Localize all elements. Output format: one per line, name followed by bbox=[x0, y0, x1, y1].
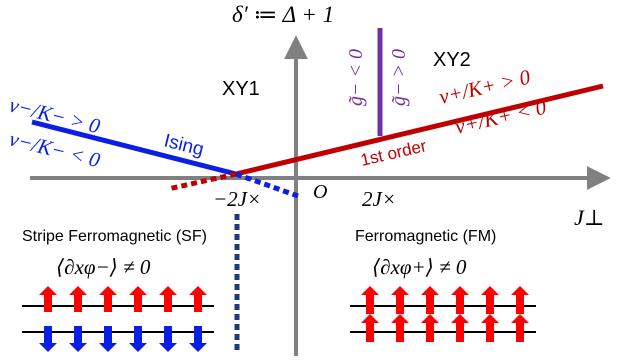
tick-minus-2jx: −2J× bbox=[213, 187, 261, 211]
spin-up-arrow bbox=[421, 314, 439, 342]
tick-2jx: 2J× bbox=[362, 187, 396, 211]
fm-spin-chains bbox=[350, 286, 536, 342]
fm-order-parameter: ⟨∂xφ+⟩ ≠ 0 bbox=[372, 255, 467, 279]
first-order-line bbox=[235, 83, 604, 177]
spin-up-arrow bbox=[391, 286, 409, 314]
spin-up-arrow bbox=[511, 314, 529, 342]
g-minus-negative-label: g̃− < 0 bbox=[345, 49, 367, 106]
spin-up-arrow bbox=[421, 286, 439, 314]
x-axis-label: J⊥ bbox=[574, 205, 604, 230]
y-axis-label: δ′ ≔ Δ + 1 bbox=[232, 2, 334, 27]
spin-up-arrow bbox=[391, 314, 409, 342]
sf-order-parameter: ⟨∂xφ−⟩ ≠ 0 bbox=[56, 255, 151, 279]
spin-up-arrow bbox=[481, 314, 499, 342]
spin-up-arrow bbox=[451, 314, 469, 342]
spin-up-arrow bbox=[481, 286, 499, 314]
ising-extension-dotted-line bbox=[235, 171, 299, 199]
spin-down-arrow bbox=[69, 326, 87, 352]
ising-line bbox=[31, 119, 237, 177]
origin-label: O bbox=[313, 181, 327, 203]
spin-up-arrow bbox=[99, 286, 117, 312]
spin-down-arrow bbox=[189, 326, 207, 352]
spin-down-arrow bbox=[159, 326, 177, 352]
spin-up-arrow bbox=[39, 286, 57, 312]
spin-up-arrow bbox=[451, 286, 469, 314]
g-minus-positive-label: g̃− > 0 bbox=[388, 49, 410, 106]
spin-up-arrow bbox=[69, 286, 87, 312]
spin-down-arrow bbox=[129, 326, 147, 352]
xy1-label: XY1 bbox=[222, 78, 260, 100]
spin-up-arrow bbox=[159, 286, 177, 312]
spin-up-arrow bbox=[129, 286, 147, 312]
spin-up-arrow bbox=[361, 314, 379, 342]
sf-extension-dotted-line bbox=[167, 171, 237, 192]
sf-spin-chains bbox=[22, 286, 214, 352]
stripe-ferromagnetic-label: Stripe Ferromagnetic (SF) bbox=[22, 228, 207, 245]
spin-up-arrow bbox=[511, 286, 529, 314]
spin-down-arrow bbox=[99, 326, 117, 352]
spin-down-arrow bbox=[39, 326, 57, 352]
spin-up-arrow bbox=[189, 286, 207, 312]
xy2-label: XY2 bbox=[433, 49, 471, 71]
ferromagnetic-label: Ferromagnetic (FM) bbox=[355, 228, 496, 245]
spin-up-arrow bbox=[361, 286, 379, 314]
